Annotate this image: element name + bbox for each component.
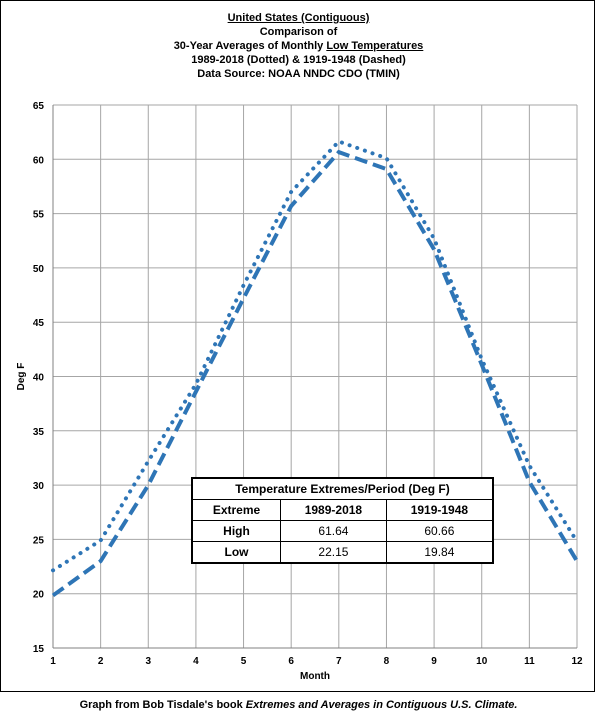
figure-caption: Graph from Bob Tisdale's book Extremes a… xyxy=(0,699,597,711)
x-tick-label: 2 xyxy=(98,656,104,667)
x-tick-label: 7 xyxy=(336,656,342,667)
x-tick-label: 1 xyxy=(50,656,56,667)
y-tick-label: 55 xyxy=(33,210,45,221)
x-tick-label: 9 xyxy=(431,656,437,667)
extremes-table: Temperature Extremes/Period (Deg F) Extr… xyxy=(191,477,494,564)
table-row-label: High xyxy=(191,520,282,542)
table-cell: 19.84 xyxy=(385,541,494,564)
table-row-high: High 61.64 60.66 xyxy=(191,520,494,542)
table-header-1919-1948: 1919-1948 xyxy=(385,499,494,521)
table-row-low: Low 22.15 19.84 xyxy=(191,541,494,564)
y-tick-label: 60 xyxy=(33,155,45,166)
chart-title-line-3-pre: 30-Year Averages of Monthly xyxy=(173,40,327,52)
series-line-1919-1948 xyxy=(51,149,579,598)
y-tick-label: 25 xyxy=(33,535,45,546)
y-tick-label: 65 xyxy=(33,101,45,112)
x-tick-label: 4 xyxy=(193,656,199,667)
x-tick-label: 3 xyxy=(145,656,151,667)
table-header-1989-2018: 1989-2018 xyxy=(280,499,387,521)
table-cell: 60.66 xyxy=(385,520,494,542)
y-axis-label: Deg F xyxy=(16,363,27,391)
y-tick-label: 15 xyxy=(33,644,45,655)
y-tick-label: 20 xyxy=(33,590,45,601)
table-cell: 22.15 xyxy=(280,541,387,564)
y-tick-label: 30 xyxy=(33,481,45,492)
x-tick-label: 5 xyxy=(241,656,247,667)
chart-title-line-3-underlined: Low Temperatures xyxy=(326,40,424,52)
chart-title-line-1: United States (Contiguous) xyxy=(227,12,370,24)
chart-title-line-4: 1989-2018 (Dotted) & 1919-1948 (Dashed) xyxy=(191,54,406,66)
y-tick-label: 45 xyxy=(33,318,45,329)
caption-book-title: Extremes and Averages in Contiguous U.S.… xyxy=(245,699,518,711)
chart-title-line-5: Data Source: NOAA NNDC CDO (TMIN) xyxy=(197,68,400,80)
chart-title-line-2: Comparison of xyxy=(259,26,338,38)
table-title: Temperature Extremes/Period (Deg F) xyxy=(191,477,494,500)
x-tick-label: 11 xyxy=(524,656,535,667)
chart-title-line-3: 30-Year Averages of Monthly Low Temperat… xyxy=(0,40,597,53)
x-tick-label: 8 xyxy=(384,656,390,667)
table-cell: 61.64 xyxy=(280,520,387,542)
table-row-label: Low xyxy=(191,541,282,564)
y-tick-label: 40 xyxy=(33,373,45,384)
y-tick-label: 50 xyxy=(33,264,45,275)
x-tick-label: 12 xyxy=(571,656,583,667)
y-tick-label: 35 xyxy=(33,427,45,438)
x-tick-label: 10 xyxy=(476,656,488,667)
x-axis-label: Month xyxy=(300,671,330,682)
x-tick-label: 6 xyxy=(288,656,294,667)
caption-text: Graph from Bob Tisdale's book xyxy=(79,699,246,711)
table-header-extreme: Extreme xyxy=(191,499,282,521)
series-line-1989-2018 xyxy=(51,139,579,573)
